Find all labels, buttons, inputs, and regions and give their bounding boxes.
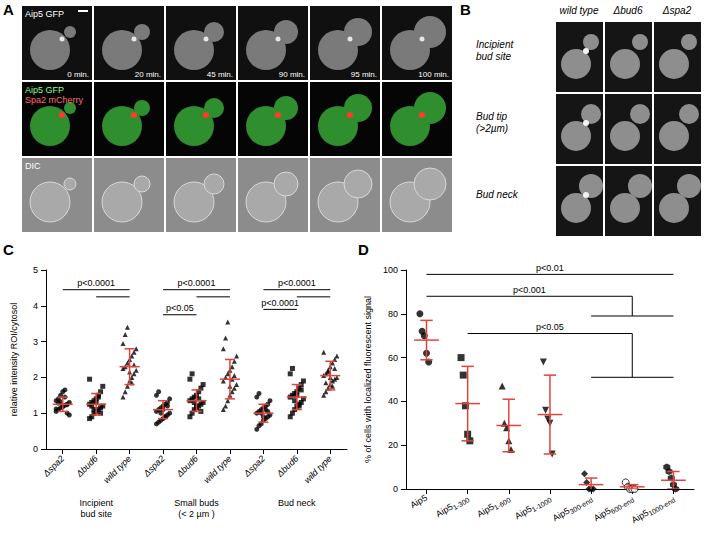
svg-text:Aip5: Aip5 [592, 506, 613, 524]
svg-text:Bud neck: Bud neck [476, 189, 519, 200]
svg-text:Aip5: Aip5 [434, 502, 455, 520]
svg-text:Small buds: Small buds [174, 498, 219, 508]
svg-text:0: 0 [393, 484, 398, 494]
svg-text:1: 1 [33, 408, 38, 418]
svg-text:Incipient: Incipient [79, 498, 113, 508]
svg-text:1000-end: 1000-end [647, 496, 676, 517]
svg-text:300-end: 300-end [568, 496, 594, 515]
svg-text:(< 2 µm ): (< 2 µm ) [178, 509, 214, 519]
svg-text:C: C [3, 241, 14, 258]
svg-text:Aip5 GFP: Aip5 GFP [25, 9, 64, 19]
svg-text:bud site: bud site [80, 509, 112, 519]
svg-text:B: B [460, 1, 471, 18]
svg-text:1-300: 1-300 [452, 496, 471, 511]
svg-text:Aip5: Aip5 [551, 506, 572, 524]
svg-text:Δbud6: Δbud6 [74, 453, 100, 479]
svg-text:1-1000: 1-1000 [531, 496, 553, 513]
svg-text:Aip5: Aip5 [513, 504, 534, 522]
svg-text:Δbud6: Δbud6 [274, 453, 300, 479]
svg-text:Aip5: Aip5 [408, 493, 429, 511]
svg-text:100: 100 [383, 265, 398, 275]
svg-text:p<0.01: p<0.01 [536, 263, 564, 273]
svg-text:100 min.: 100 min. [418, 70, 449, 79]
svg-text:wild type: wild type [302, 453, 334, 485]
svg-text:p<0.0001: p<0.0001 [261, 298, 299, 308]
svg-text:Aip5: Aip5 [475, 502, 496, 520]
svg-text:Δspa2: Δspa2 [662, 5, 692, 16]
svg-text:95 min.: 95 min. [351, 70, 377, 79]
svg-text:4: 4 [33, 301, 38, 311]
svg-text:Δbud6: Δbud6 [613, 5, 643, 16]
svg-text:Incipientbud site: Incipientbud site [476, 39, 514, 62]
svg-text:1-600: 1-600 [493, 496, 512, 511]
svg-text:45 min.: 45 min. [207, 70, 233, 79]
svg-text:p<0.05: p<0.05 [536, 322, 564, 332]
svg-text:DIC: DIC [25, 161, 41, 171]
svg-text:% of cells with localized fluo: % of cells with localized fluorescent si… [363, 296, 373, 463]
svg-text:wild type: wild type [101, 453, 133, 485]
svg-text:60: 60 [388, 353, 398, 363]
svg-text:0: 0 [33, 444, 38, 454]
svg-text:Δbud6: Δbud6 [174, 453, 200, 479]
svg-text:3: 3 [33, 337, 38, 347]
svg-text:20: 20 [388, 440, 398, 450]
svg-text:p<0.0001: p<0.0001 [278, 278, 316, 288]
svg-text:40: 40 [388, 396, 398, 406]
svg-text:Δspa2: Δspa2 [40, 453, 66, 479]
svg-text:relative intensity ROI/cytosol: relative intensity ROI/cytosol [9, 303, 19, 417]
svg-text:D: D [358, 241, 369, 258]
svg-text:Bud tip(>2µm): Bud tip(>2µm) [476, 111, 508, 134]
svg-text:600-end: 600-end [610, 496, 636, 515]
svg-text:Δspa2: Δspa2 [241, 453, 267, 479]
svg-text:Δspa2: Δspa2 [141, 453, 167, 479]
svg-text:p<0.0001: p<0.0001 [77, 278, 115, 288]
svg-text:A: A [3, 1, 14, 18]
svg-text:Bud neck: Bud neck [278, 498, 316, 508]
svg-text:p<0.001: p<0.001 [513, 285, 546, 295]
svg-text:wild type: wild type [202, 453, 234, 485]
svg-text:0 min.: 0 min. [67, 70, 89, 79]
svg-text:90 min.: 90 min. [279, 70, 305, 79]
svg-text:5: 5 [33, 265, 38, 275]
svg-text:p<0.0001: p<0.0001 [178, 278, 216, 288]
svg-text:80: 80 [388, 309, 398, 319]
svg-text:wild type: wild type [560, 5, 599, 16]
svg-text:p<0.05: p<0.05 [166, 303, 194, 313]
svg-text:20 min.: 20 min. [135, 70, 161, 79]
svg-text:Aip5: Aip5 [630, 507, 651, 525]
svg-text:Aip5 GFPSpa2 mCherry: Aip5 GFPSpa2 mCherry [25, 85, 84, 105]
svg-text:2: 2 [33, 372, 38, 382]
